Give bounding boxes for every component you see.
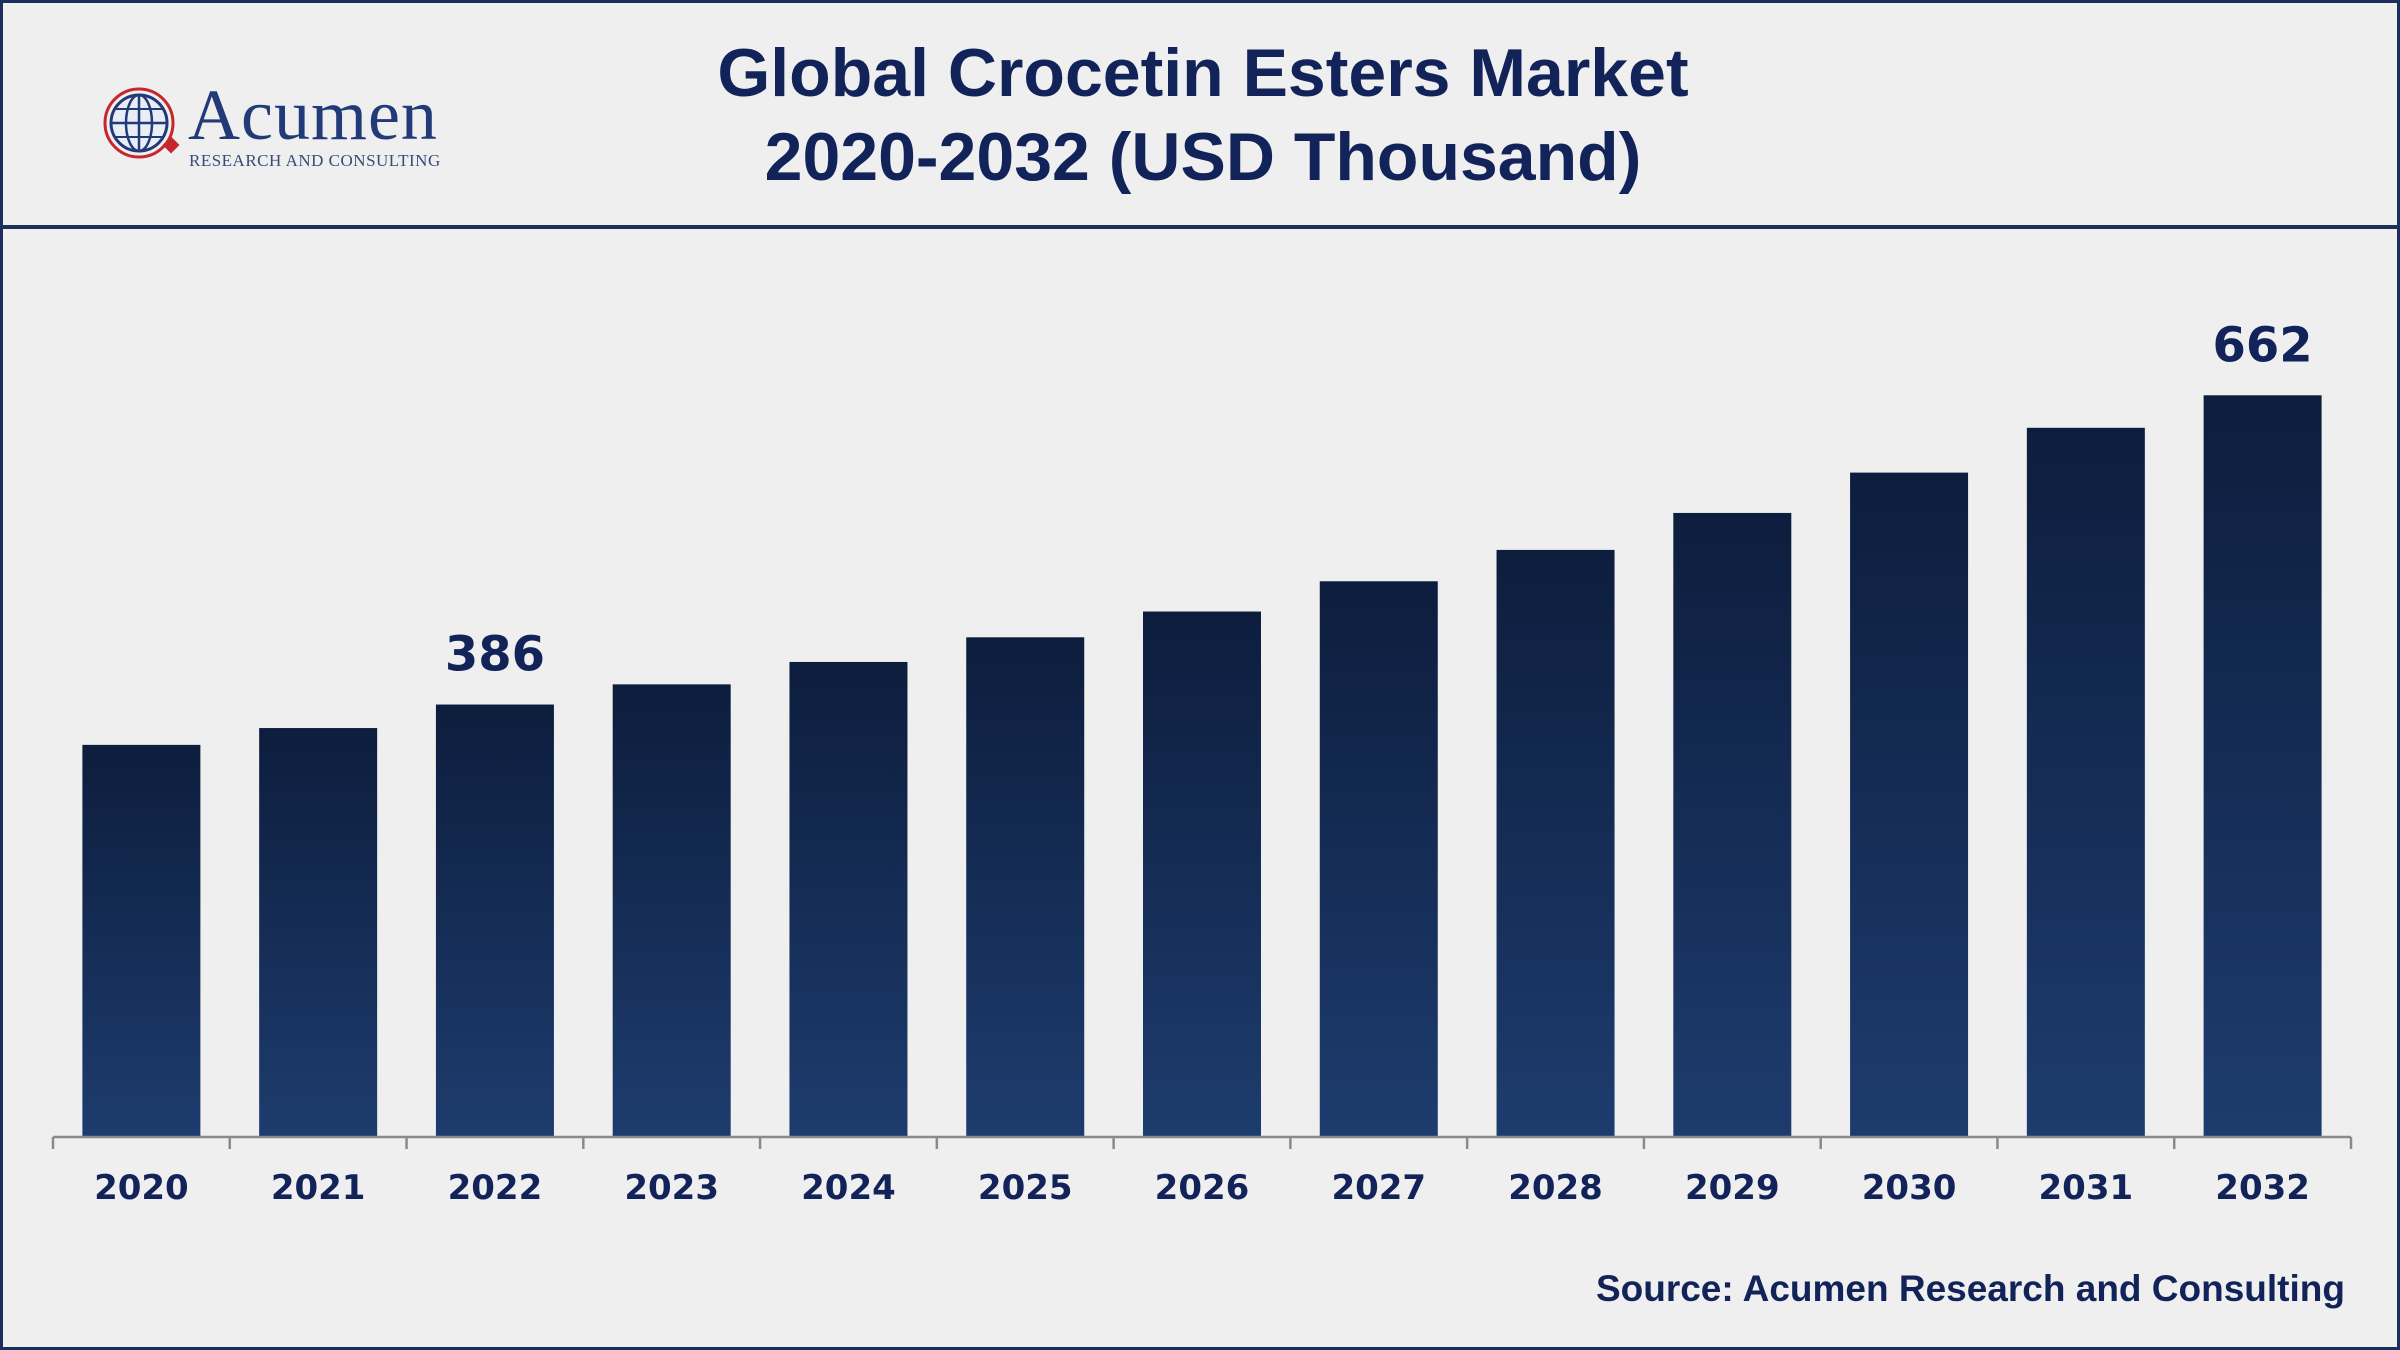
bar-2024 bbox=[789, 661, 908, 1137]
source-note: Source: Acumen Research and Consulting bbox=[1595, 1268, 2345, 1309]
x-tick-label-2025: 2025 bbox=[978, 1168, 1073, 1208]
bar-2028 bbox=[1496, 549, 1615, 1137]
x-tick-label-2027: 2027 bbox=[1331, 1168, 1426, 1208]
chart-title: Global Crocetin Esters Market 2020-2032 … bbox=[503, 31, 1903, 199]
bar-2030 bbox=[1850, 472, 1969, 1138]
logo-tagline: RESEARCH AND CONSULTING bbox=[189, 151, 441, 170]
bar-2029 bbox=[1673, 512, 1792, 1137]
chart-title-line-2: 2020-2032 (USD Thousand) bbox=[764, 119, 1642, 195]
acumen-logo: Acumen RESEARCH AND CONSULTING bbox=[101, 71, 461, 181]
bar-2025 bbox=[966, 637, 1085, 1137]
x-tick-label-2029: 2029 bbox=[1685, 1168, 1780, 1208]
data-label-2022: 386 bbox=[445, 627, 545, 683]
x-tick-label-2026: 2026 bbox=[1155, 1168, 1250, 1208]
x-tick-label-2032: 2032 bbox=[2215, 1168, 2310, 1208]
bar-2021 bbox=[259, 728, 378, 1137]
bar-2022 bbox=[435, 704, 554, 1137]
x-tick-label-2023: 2023 bbox=[624, 1168, 719, 1208]
bar-2027 bbox=[1319, 581, 1438, 1137]
x-tick-label-2031: 2031 bbox=[2039, 1168, 2134, 1208]
bar-2023 bbox=[612, 684, 731, 1137]
bar-2026 bbox=[1143, 611, 1261, 1137]
x-tick-label-2022: 2022 bbox=[448, 1168, 543, 1208]
bar-2020 bbox=[82, 744, 201, 1137]
logo-name: Acumen bbox=[188, 75, 438, 155]
x-tick-label-2020: 2020 bbox=[94, 1168, 189, 1208]
x-tick-label-2028: 2028 bbox=[1508, 1168, 1603, 1208]
data-label-2032: 662 bbox=[2213, 317, 2313, 373]
bar-chart: 2020 2021 2022 2023 2024 2025 2026 2027 2028 2029… bbox=[51, 317, 2353, 1208]
x-tick-label-2030: 2030 bbox=[1862, 1168, 1957, 1208]
x-tick-label-2021: 2021 bbox=[271, 1168, 366, 1208]
x-tick-label-2024: 2024 bbox=[801, 1168, 896, 1208]
chart-title-line-1: Global Crocetin Esters Market bbox=[717, 35, 1689, 111]
bar-2031 bbox=[2026, 427, 2145, 1137]
bar-2032 bbox=[2203, 395, 2322, 1138]
globe-icon bbox=[103, 87, 180, 159]
header: Acumen RESEARCH AND CONSULTING Global Cr… bbox=[3, 3, 2397, 229]
